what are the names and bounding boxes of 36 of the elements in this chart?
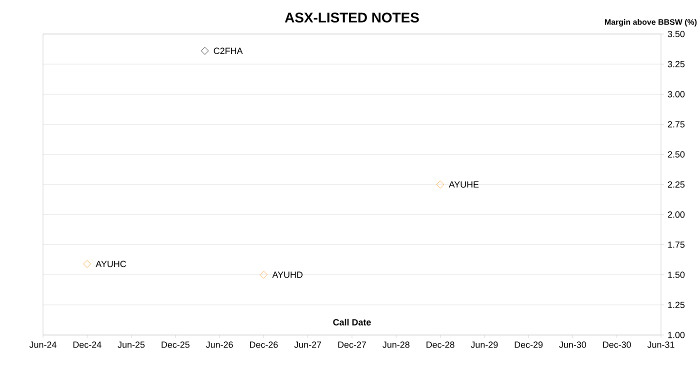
x-tick-label: Dec-25: [162, 342, 190, 348]
y-tick-label: 2.00: [668, 211, 685, 218]
point: [260, 270, 268, 279]
point: [436, 180, 444, 188]
x-axis-title: Call Date: [333, 318, 371, 326]
y-tick-label: 1.25: [668, 302, 685, 308]
series-label: AYUHC: [96, 260, 126, 268]
x-tick-label: Jun-24: [29, 342, 56, 348]
x-tick-label: Jun-31: [647, 342, 674, 348]
y-tick-label: 1.00: [668, 332, 685, 338]
series-label: AYUHE: [448, 181, 479, 188]
y-tick-label: 3.25: [668, 60, 685, 68]
x-tick-label: Jun-26: [206, 342, 233, 348]
x-tick-label: Dec-24: [73, 342, 102, 348]
x-tick-label: Dec-27: [338, 342, 366, 348]
y-tick-label: 3.00: [668, 91, 685, 98]
x-tick-label: Jun-30: [559, 342, 586, 348]
series-label: C2FHA: [214, 48, 243, 54]
x-tick-label: Jun-28: [382, 342, 410, 348]
point: [83, 260, 92, 268]
chart-title: ASX-LISTED NOTES: [284, 12, 419, 23]
x-tick-label: Dec-26: [250, 342, 278, 348]
x-tick-label: Dec-28: [426, 342, 454, 348]
y-tick-label: 2.75: [668, 121, 685, 128]
y-tick-label: 2.50: [668, 151, 685, 158]
y-tick-label: 2.25: [668, 181, 685, 188]
x-tick-label: Dec-29: [514, 342, 543, 348]
point: [200, 46, 209, 55]
x-tick-label: Dec-30: [603, 342, 631, 348]
y-tick-label: 1.75: [668, 242, 685, 248]
series-label: AYUHD: [272, 272, 303, 278]
y-tick-label: 3.50: [668, 30, 685, 38]
y-tick-label: 1.50: [668, 272, 685, 278]
x-tick-label: Jun-27: [294, 342, 322, 348]
x-tick-label: Jun-25: [118, 342, 145, 348]
x-tick-label: Jun-29: [470, 342, 498, 348]
